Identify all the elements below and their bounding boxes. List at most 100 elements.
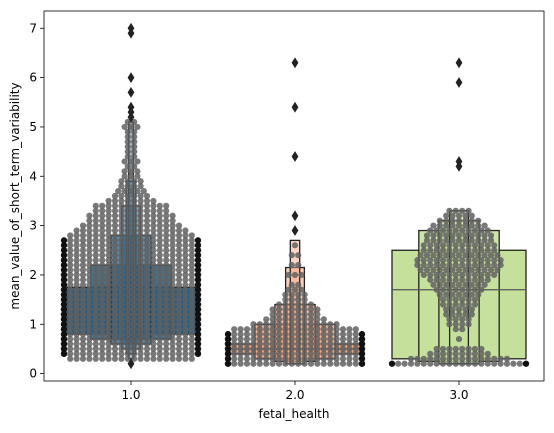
swarm-point bbox=[86, 242, 93, 249]
swarm-point bbox=[452, 207, 459, 214]
swarm-point bbox=[86, 340, 93, 348]
swarm-point bbox=[188, 257, 195, 264]
swarm-point bbox=[169, 335, 176, 343]
swarm-point bbox=[163, 252, 170, 259]
swarm-edge-point bbox=[388, 360, 396, 367]
swarm-point bbox=[143, 257, 151, 264]
swarm-point bbox=[420, 257, 427, 264]
swarm-point bbox=[73, 326, 80, 333]
outlier-point bbox=[291, 210, 299, 222]
swarm-point bbox=[99, 350, 106, 357]
swarm-point bbox=[352, 331, 359, 338]
swarm-point bbox=[169, 276, 176, 283]
swarm-point bbox=[439, 261, 447, 269]
swarm-point bbox=[455, 266, 463, 274]
swarm-point bbox=[471, 301, 479, 308]
swarm-point bbox=[169, 247, 176, 254]
swarm-point bbox=[79, 345, 87, 353]
swarm-point bbox=[163, 217, 170, 224]
swarm-point bbox=[427, 355, 434, 362]
swarm-point bbox=[169, 281, 176, 288]
swarm-point bbox=[99, 257, 106, 264]
swarm-point bbox=[449, 232, 456, 239]
swarm-point bbox=[92, 350, 99, 357]
swarm-point bbox=[443, 217, 450, 224]
swarm-point bbox=[256, 321, 263, 328]
swarm-point bbox=[169, 227, 176, 234]
swarm-point bbox=[468, 237, 475, 244]
swarm-point bbox=[475, 217, 482, 224]
swarm-point bbox=[150, 232, 157, 239]
swarm-point bbox=[86, 316, 93, 323]
swarm-edge-point bbox=[60, 335, 68, 343]
swarm-point bbox=[169, 212, 176, 219]
swarm-point bbox=[118, 178, 125, 185]
swarm-point bbox=[436, 217, 443, 224]
swarm-point bbox=[150, 266, 157, 274]
swarm-point bbox=[150, 242, 157, 249]
swarm-point bbox=[301, 326, 308, 333]
swarm-point bbox=[269, 326, 276, 333]
swarm-point bbox=[301, 345, 308, 353]
swarm-point bbox=[131, 232, 138, 239]
swarm-point bbox=[156, 227, 163, 234]
swarm-point bbox=[468, 252, 475, 259]
swarm-point bbox=[73, 227, 80, 234]
swarm-point bbox=[111, 207, 119, 214]
swarm-point bbox=[79, 301, 87, 308]
swarm-point bbox=[298, 271, 305, 279]
swarm-point bbox=[430, 237, 437, 244]
swarm-point bbox=[131, 311, 138, 318]
swarm-point bbox=[163, 316, 170, 323]
swarm-point bbox=[118, 276, 125, 283]
swarm-point bbox=[86, 311, 93, 318]
swarm-point bbox=[150, 296, 157, 303]
swarm-point bbox=[99, 281, 106, 288]
swarm-point bbox=[124, 321, 131, 328]
swarm-point bbox=[131, 148, 138, 155]
swarm-point bbox=[137, 178, 144, 185]
swarm-point bbox=[231, 326, 238, 333]
swarm-point bbox=[105, 266, 112, 274]
swarm-point bbox=[182, 340, 189, 348]
swarm-point bbox=[269, 311, 276, 318]
swarm-point bbox=[433, 360, 440, 367]
swarm-point bbox=[105, 350, 112, 357]
swarm-point bbox=[79, 252, 87, 259]
swarm-point bbox=[79, 237, 87, 244]
swarm-point bbox=[92, 222, 99, 229]
swarm-point bbox=[156, 306, 163, 313]
swarm-point bbox=[124, 345, 131, 353]
swarm-point bbox=[468, 281, 475, 288]
swarm-point bbox=[243, 335, 251, 343]
swarm-point bbox=[131, 163, 138, 170]
swarm-point bbox=[503, 360, 511, 367]
swarm-point bbox=[471, 257, 479, 264]
swarm-point bbox=[427, 227, 434, 234]
swarm-point bbox=[73, 331, 80, 338]
swarm-point bbox=[156, 237, 163, 244]
swarm-point bbox=[137, 197, 144, 205]
swarm-point bbox=[471, 286, 479, 293]
swarm-point bbox=[465, 257, 472, 264]
swarm-point bbox=[131, 118, 138, 126]
swarm-point bbox=[79, 316, 87, 323]
swarm-point bbox=[175, 232, 183, 239]
swarm-edge-point bbox=[60, 291, 68, 298]
swarm-point bbox=[275, 321, 283, 328]
swarm-point bbox=[188, 296, 195, 303]
swarm-point bbox=[105, 197, 112, 205]
swarm-point bbox=[243, 360, 251, 367]
swarm-point bbox=[79, 271, 87, 279]
swarm-point bbox=[471, 360, 479, 367]
outlier-point bbox=[127, 72, 135, 83]
swarm-point bbox=[314, 340, 321, 348]
swarm-point bbox=[105, 202, 112, 209]
swarm-point bbox=[491, 257, 498, 264]
swarm-point bbox=[188, 311, 195, 318]
swarm-point bbox=[478, 247, 485, 254]
swarm-point bbox=[67, 286, 74, 293]
swarm-point bbox=[175, 311, 183, 318]
swarm-point bbox=[275, 301, 283, 308]
swarm-point bbox=[465, 227, 472, 234]
